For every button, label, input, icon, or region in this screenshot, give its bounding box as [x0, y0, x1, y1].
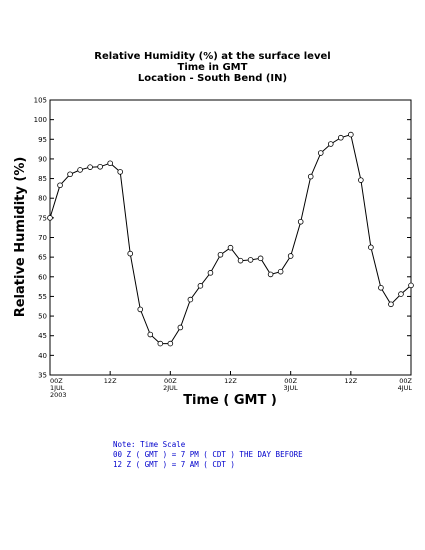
note-line-1: Note: Time Scale: [113, 440, 186, 449]
data-point: [157, 340, 164, 347]
y-tick-label: 60: [38, 273, 47, 281]
data-point: [187, 296, 194, 303]
y-tick-label: 100: [34, 116, 47, 124]
data-point: [287, 253, 294, 259]
x-axis-label: Time ( GMT ): [183, 393, 277, 408]
y-tick-label: 70: [38, 234, 47, 242]
data-point: [47, 215, 53, 221]
data-point: [358, 177, 364, 183]
x-tick-label: 2003: [50, 391, 67, 399]
data-point: [77, 167, 83, 173]
chart-title-line-1: Relative Humidity (%) at the surface lev…: [94, 51, 331, 62]
y-tick-label: 65: [38, 254, 47, 262]
data-point: [117, 169, 123, 175]
y-tick-label: 75: [38, 214, 47, 222]
data-point: [388, 301, 394, 308]
x-tick-label: 12Z: [224, 377, 237, 385]
data-point: [87, 164, 93, 170]
data-point: [257, 255, 264, 262]
data-point: [197, 283, 204, 289]
data-point: [227, 244, 234, 251]
data-point: [207, 270, 214, 276]
data-point: [277, 268, 284, 275]
data-point: [267, 271, 274, 278]
data-point: [408, 282, 414, 289]
data-point: [247, 257, 254, 263]
series-group: [47, 131, 414, 347]
y-axis: 35 40 45 50 55 60 65 70 75 80 85 90 95 100 105: [34, 97, 411, 380]
x-tick-label: 00Z: [399, 377, 412, 385]
x-tick-label: 12Z: [104, 377, 117, 385]
y-tick-label: 95: [38, 136, 47, 144]
data-point: [147, 331, 154, 338]
data-point: [97, 163, 103, 170]
x-tick-label: 4JUL: [398, 384, 413, 392]
data-point: [368, 244, 374, 251]
data-point: [57, 182, 63, 189]
data-point: [107, 160, 113, 167]
note-line-3: 12 Z ( GMT ) = 7 AM ( CDT ): [113, 460, 235, 469]
data-point: [297, 218, 304, 225]
data-point: [177, 324, 184, 331]
data-point: [398, 291, 404, 297]
data-point: [317, 150, 324, 156]
data-point: [348, 131, 354, 138]
data-point: [67, 171, 73, 178]
data-point: [167, 340, 174, 347]
y-tick-label: 50: [38, 313, 47, 321]
plot-area-frame: [49, 99, 412, 376]
y-tick-label: 90: [38, 155, 47, 163]
chart-title-line-2: Time in GMT: [177, 62, 248, 73]
x-tick-label: 12Z: [344, 377, 357, 385]
data-point: [217, 251, 224, 258]
note-line-2: 00 Z ( GMT ) = 7 PM ( CDT ) THE DAY BEFO…: [113, 450, 303, 459]
data-point: [137, 306, 144, 313]
data-point: [378, 284, 384, 291]
y-tick-label: 105: [34, 97, 47, 105]
y-tick-label: 40: [38, 352, 47, 360]
data-point: [327, 141, 334, 147]
y-tick-label: 45: [38, 332, 47, 340]
data-point: [237, 257, 244, 264]
x-tick-label: 1JUL: [50, 384, 65, 392]
y-tick-label: 85: [38, 175, 47, 183]
x-tick-label: 00Z: [50, 377, 63, 385]
data-point: [307, 173, 314, 180]
y-tick-label: 80: [38, 195, 47, 203]
x-tick-label: 00Z: [164, 377, 177, 385]
data-point: [127, 250, 134, 257]
y-axis-label: Relative Humidity (%): [13, 157, 28, 318]
y-tick-label: 35: [38, 372, 47, 380]
chart-title-line-3: Location - South Bend (IN): [137, 73, 288, 84]
x-tick-label: 00Z: [284, 377, 297, 385]
x-tick-label: 2JUL: [163, 384, 178, 392]
x-tick-label: 3JUL: [283, 384, 298, 392]
data-point: [338, 134, 344, 141]
series-line: [49, 133, 412, 345]
y-tick-label: 55: [38, 293, 47, 301]
